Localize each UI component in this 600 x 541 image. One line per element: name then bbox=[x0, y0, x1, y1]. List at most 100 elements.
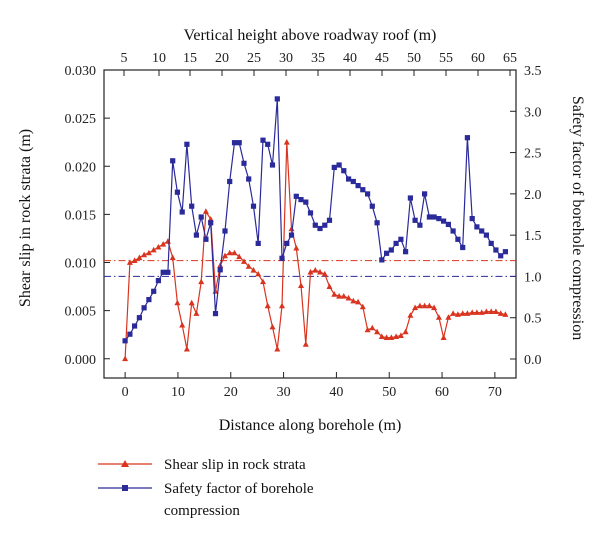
point-safety bbox=[431, 214, 437, 220]
point-safety bbox=[255, 240, 261, 246]
y-tick-label: 0.010 bbox=[65, 257, 97, 272]
legend-label-shear: Shear slip in rock strata bbox=[164, 457, 306, 473]
point-shear bbox=[288, 225, 295, 232]
point-safety bbox=[422, 191, 428, 197]
point-shear bbox=[383, 334, 390, 340]
x-tick-label: 10 bbox=[171, 385, 185, 400]
point-shear bbox=[269, 323, 276, 330]
point-safety bbox=[326, 217, 333, 223]
x-tick-label: 30 bbox=[277, 385, 291, 400]
point-safety bbox=[208, 220, 214, 226]
point-shear bbox=[388, 334, 395, 340]
point-safety bbox=[288, 232, 295, 238]
point-shear bbox=[126, 259, 133, 265]
point-safety bbox=[455, 236, 461, 242]
right-axis-title: Safety factor of borehole compression bbox=[569, 96, 586, 340]
point-shear bbox=[426, 302, 433, 309]
point-safety bbox=[174, 189, 180, 195]
point-shear bbox=[483, 308, 490, 314]
point-safety bbox=[279, 255, 285, 261]
point-shear bbox=[350, 297, 357, 304]
point-safety bbox=[307, 210, 314, 216]
point-safety bbox=[412, 217, 418, 223]
point-safety bbox=[155, 278, 161, 284]
y2-tick-label: 0.5 bbox=[524, 312, 542, 327]
point-shear bbox=[473, 309, 480, 315]
point-safety bbox=[227, 178, 233, 185]
x2-tick-label: 40 bbox=[343, 51, 357, 66]
y2-tick-label: 3.5 bbox=[524, 64, 542, 79]
point-shear bbox=[478, 309, 485, 315]
point-shear bbox=[145, 249, 152, 256]
x-tick-label: 50 bbox=[382, 385, 396, 400]
point-safety bbox=[236, 140, 242, 146]
point-safety bbox=[160, 269, 166, 275]
point-shear bbox=[345, 294, 352, 301]
y-tick-label: 0.005 bbox=[65, 305, 97, 320]
x2-tick-label: 35 bbox=[311, 51, 325, 66]
point-safety bbox=[493, 247, 499, 253]
point-shear bbox=[202, 208, 209, 214]
series-line-safety bbox=[124, 98, 506, 342]
point-safety bbox=[403, 249, 409, 255]
point-safety bbox=[317, 225, 323, 232]
point-shear bbox=[193, 310, 200, 316]
point-shear bbox=[397, 332, 404, 338]
point-safety bbox=[184, 141, 190, 147]
point-safety bbox=[136, 315, 142, 321]
point-shear bbox=[412, 304, 419, 311]
point-shear bbox=[369, 324, 376, 331]
point-safety bbox=[198, 214, 204, 220]
y-tick-label: 0.020 bbox=[65, 160, 97, 175]
x2-tick-label: 15 bbox=[183, 51, 197, 66]
point-safety bbox=[132, 323, 138, 329]
point-safety bbox=[398, 236, 404, 242]
point-shear bbox=[459, 310, 466, 316]
point-safety bbox=[355, 183, 361, 189]
point-safety bbox=[165, 269, 171, 275]
point-shear bbox=[445, 314, 452, 320]
x2-tick-label: 50 bbox=[407, 51, 421, 66]
axes: 0 10 20 30 40 50 60 70 5 10 15 20 25 30 35 40 45 50 55 60 65… bbox=[65, 51, 542, 400]
point-safety bbox=[365, 191, 371, 197]
x2-tick-label: 45 bbox=[375, 51, 389, 66]
x-tick-label: 0 bbox=[122, 385, 129, 400]
point-shear bbox=[374, 328, 381, 335]
point-safety bbox=[498, 253, 504, 259]
point-safety bbox=[241, 160, 247, 166]
point-shear bbox=[454, 311, 461, 317]
point-shear bbox=[326, 283, 333, 289]
point-safety bbox=[436, 216, 442, 222]
x-tick-label: 70 bbox=[488, 385, 502, 400]
point-safety bbox=[483, 232, 489, 238]
point-shear bbox=[236, 253, 243, 260]
point-safety bbox=[246, 176, 252, 182]
top-axis-title: Vertical height above roadway roof (m) bbox=[184, 27, 437, 44]
point-safety bbox=[269, 162, 276, 168]
point-shear bbox=[231, 249, 238, 256]
point-shear bbox=[355, 298, 362, 305]
y-tick-label: 0.030 bbox=[65, 64, 97, 79]
point-safety bbox=[464, 135, 470, 141]
point-safety bbox=[322, 222, 328, 228]
y2-tick-label: 3.0 bbox=[524, 105, 542, 120]
point-shear bbox=[502, 311, 509, 317]
point-safety bbox=[331, 164, 337, 170]
point-safety bbox=[265, 141, 271, 147]
point-safety bbox=[212, 311, 219, 317]
x-tick-label: 40 bbox=[329, 385, 343, 400]
point-safety bbox=[217, 267, 223, 273]
point-shear bbox=[160, 241, 167, 247]
point-shear bbox=[188, 299, 195, 306]
point-shear bbox=[440, 334, 447, 340]
series-layer bbox=[104, 96, 516, 362]
point-safety bbox=[479, 228, 485, 234]
point-safety bbox=[502, 249, 508, 255]
point-shear bbox=[421, 302, 428, 309]
point-safety bbox=[460, 244, 466, 251]
point-safety bbox=[284, 240, 290, 246]
x2-tick-label: 65 bbox=[503, 51, 517, 66]
point-shear bbox=[150, 246, 157, 253]
point-safety bbox=[341, 168, 347, 174]
point-shear bbox=[260, 278, 266, 285]
